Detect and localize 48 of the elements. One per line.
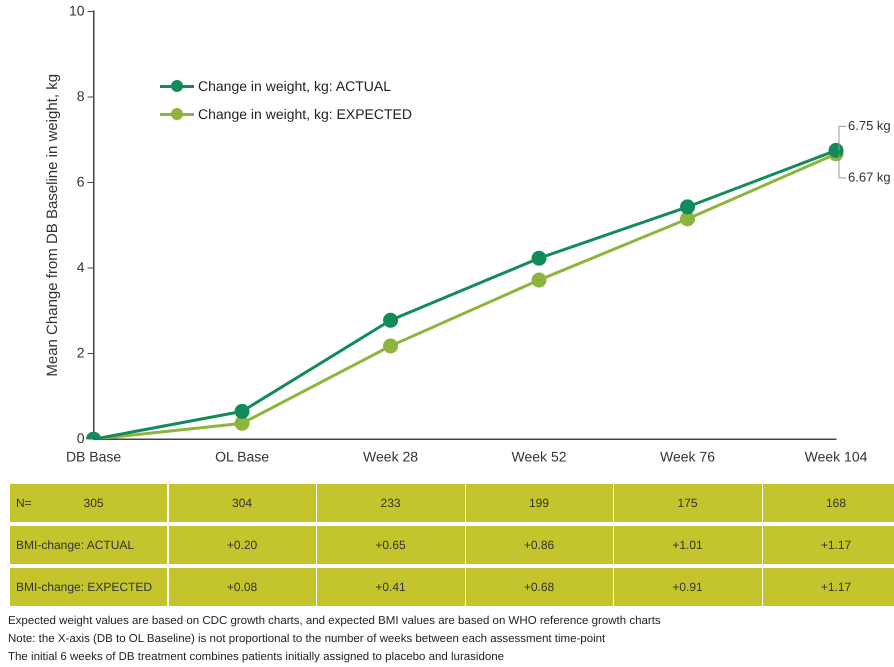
point bbox=[234, 404, 250, 419]
point bbox=[680, 199, 696, 214]
data-label: +1.17 bbox=[820, 579, 852, 596]
data-label: 199 bbox=[529, 495, 550, 512]
data-label: +0.20 bbox=[226, 537, 258, 554]
text: Expected weight values are based on CDC growth charts, and expected BMI values are based on WHO reference growth charts bbox=[8, 614, 661, 629]
x-tick-label: Week 76 bbox=[660, 448, 716, 464]
x-tick-label: Week 52 bbox=[512, 448, 567, 464]
y-tick-label: 10 bbox=[68, 2, 85, 18]
y-tick-label: BMI-change: EXPECTED bbox=[16, 579, 152, 596]
y-tick-label: 0 bbox=[76, 430, 85, 446]
data-label: +0.86 bbox=[524, 537, 554, 554]
point bbox=[828, 142, 844, 158]
y-tick-label: N= bbox=[16, 495, 32, 512]
data-label: 175 bbox=[677, 495, 698, 512]
data-label: +0.65 bbox=[375, 537, 406, 554]
point bbox=[680, 211, 696, 226]
data-label: +1.17 bbox=[820, 537, 852, 554]
x-tick-label: Week 28 bbox=[363, 448, 418, 464]
data-label: +1.01 bbox=[672, 537, 703, 554]
point bbox=[383, 312, 398, 328]
y-tick-label: 6 bbox=[76, 173, 85, 190]
annotation: 6.67 kg bbox=[848, 169, 891, 184]
x-tick-label: OL Base bbox=[215, 448, 270, 464]
data-label: +0.08 bbox=[226, 579, 258, 596]
legend-label: Change in weight, kg: EXPECTED bbox=[198, 106, 412, 122]
y-tick-label: 4 bbox=[76, 258, 85, 275]
annotation: 6.75 kg bbox=[848, 118, 891, 134]
x-tick-label: DB Base bbox=[66, 448, 122, 464]
y-tick-label: 2 bbox=[76, 344, 85, 360]
data-label: 305 bbox=[84, 495, 104, 512]
y-tick-label: 8 bbox=[76, 88, 85, 104]
x-tick-label: Week 104 bbox=[804, 448, 868, 464]
point bbox=[383, 338, 398, 354]
text: Note: the X-axis (DB to OL Baseline) is not proportional to the number of weeks between each assessment time-point bbox=[8, 632, 606, 647]
text: The initial 6 weeks of DB treatment combines patients initially assigned to placebo and lurasidone bbox=[8, 650, 506, 665]
data-label: +0.91 bbox=[672, 579, 703, 596]
legend-label: Change in weight, kg: ACTUAL bbox=[198, 78, 391, 94]
point bbox=[234, 416, 250, 431]
data-label: +0.41 bbox=[375, 579, 406, 596]
data-label: 304 bbox=[232, 495, 252, 512]
y-tick-label: BMI-change: ACTUAL bbox=[16, 537, 134, 554]
data-label: +0.68 bbox=[524, 579, 554, 596]
point bbox=[532, 272, 547, 288]
point bbox=[532, 250, 547, 266]
data-label: 168 bbox=[826, 495, 846, 512]
data-label: 233 bbox=[380, 495, 401, 512]
y-axis-title: Mean Change from DB Baseline in weight, kg bbox=[44, 74, 62, 377]
